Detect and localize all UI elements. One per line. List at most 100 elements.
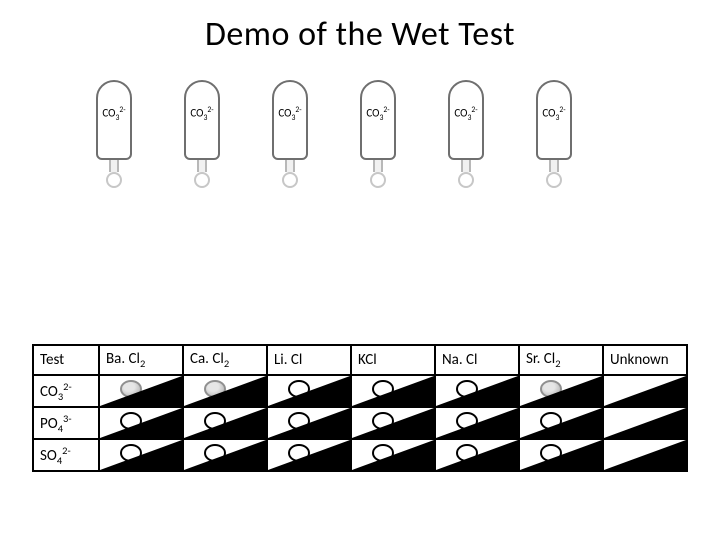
cell-content: [268, 408, 350, 438]
result-cell: [351, 407, 435, 439]
diagonal-fill: [436, 440, 518, 470]
diagonal-fill: [520, 376, 602, 406]
result-cell: [519, 407, 603, 439]
test-tube: CO32-: [178, 80, 226, 200]
diagonal-fill: [184, 408, 266, 438]
tube-neck: [197, 160, 207, 172]
result-cell: [99, 407, 183, 439]
page-title: Demo of the Wet Test: [0, 14, 720, 55]
result-cell: [183, 407, 267, 439]
row-label: SO42-: [33, 439, 99, 471]
table-row: PO43-: [33, 407, 687, 439]
result-cell: [267, 439, 351, 471]
diagonal-fill: [100, 376, 182, 406]
cell-content: [604, 440, 686, 470]
tube-neck: [461, 160, 471, 172]
tube-neck: [285, 160, 295, 172]
diagonal-fill: [436, 376, 518, 406]
result-cell: [351, 375, 435, 407]
tube-drop: [546, 172, 562, 188]
tubes-row: CO32- CO32- CO32- CO32- CO32- CO32-: [90, 80, 578, 200]
tube-drop: [106, 172, 122, 188]
tube-drop: [282, 172, 298, 188]
result-cell: [435, 439, 519, 471]
col-bacl2: Ba. Cl2: [99, 345, 183, 375]
diagonal-fill: [100, 440, 182, 470]
cell-content: [520, 440, 602, 470]
result-cell: [519, 375, 603, 407]
tube-label: CO32-: [90, 106, 138, 123]
result-cell: [99, 375, 183, 407]
cell-content: [436, 408, 518, 438]
test-tube: CO32-: [530, 80, 578, 200]
tube-drop: [194, 172, 210, 188]
col-unknown: Unknown: [603, 345, 687, 375]
test-tube: CO32-: [442, 80, 490, 200]
diagonal-fill: [436, 408, 518, 438]
tube-label: CO32-: [442, 106, 490, 123]
diagonal-fill: [268, 408, 350, 438]
row-label: CO32-: [33, 375, 99, 407]
result-cell: [183, 375, 267, 407]
tube-label: CO32-: [354, 106, 402, 123]
result-cell: [183, 439, 267, 471]
test-tube: CO32-: [90, 80, 138, 200]
diagonal-fill: [604, 440, 686, 470]
tube-drop: [458, 172, 474, 188]
tube-drop: [370, 172, 386, 188]
result-cell: [351, 439, 435, 471]
cell-content: [184, 440, 266, 470]
cell-content: [268, 376, 350, 406]
result-cell: [603, 439, 687, 471]
table-body: CO32-PO43-SO42-: [33, 375, 687, 471]
result-cell: [519, 439, 603, 471]
cell-content: [436, 376, 518, 406]
results-table: TestBa. Cl2Ca. Cl2Li. ClKClNa. ClSr. Cl2…: [32, 344, 688, 472]
diagonal-fill: [604, 376, 686, 406]
table-row: SO42-: [33, 439, 687, 471]
result-cell: [435, 407, 519, 439]
result-cell: [435, 375, 519, 407]
cell-content: [100, 376, 182, 406]
cell-content: [520, 376, 602, 406]
cell-content: [268, 440, 350, 470]
cell-content: [604, 376, 686, 406]
cell-content: [100, 408, 182, 438]
diagonal-fill: [268, 376, 350, 406]
cell-content: [436, 440, 518, 470]
diagonal-fill: [352, 376, 434, 406]
cell-content: [100, 440, 182, 470]
cell-content: [184, 408, 266, 438]
result-cell: [603, 375, 687, 407]
row-label: PO43-: [33, 407, 99, 439]
result-cell: [99, 439, 183, 471]
diagonal-fill: [184, 376, 266, 406]
test-tube: CO32-: [266, 80, 314, 200]
col-test: Test: [33, 345, 99, 375]
result-cell: [603, 407, 687, 439]
tube-neck: [109, 160, 119, 172]
col-cacl2: Ca. Cl2: [183, 345, 267, 375]
col-kcl: KCl: [351, 345, 435, 375]
col-licl: Li. Cl: [267, 345, 351, 375]
cell-content: [352, 408, 434, 438]
tube-label: CO32-: [530, 106, 578, 123]
diagonal-fill: [268, 440, 350, 470]
diagonal-fill: [352, 440, 434, 470]
result-cell: [267, 407, 351, 439]
table-row: CO32-: [33, 375, 687, 407]
diagonal-fill: [604, 408, 686, 438]
table-header-row: TestBa. Cl2Ca. Cl2Li. ClKClNa. ClSr. Cl2…: [33, 345, 687, 375]
cell-content: [604, 408, 686, 438]
cell-content: [352, 440, 434, 470]
diagonal-fill: [520, 408, 602, 438]
tube-neck: [549, 160, 559, 172]
test-tube: CO32-: [354, 80, 402, 200]
tube-label: CO32-: [266, 106, 314, 123]
col-srcl2: Sr. Cl2: [519, 345, 603, 375]
cell-content: [184, 376, 266, 406]
tube-label: CO32-: [178, 106, 226, 123]
diagonal-fill: [352, 408, 434, 438]
result-cell: [267, 375, 351, 407]
col-nacl: Na. Cl: [435, 345, 519, 375]
